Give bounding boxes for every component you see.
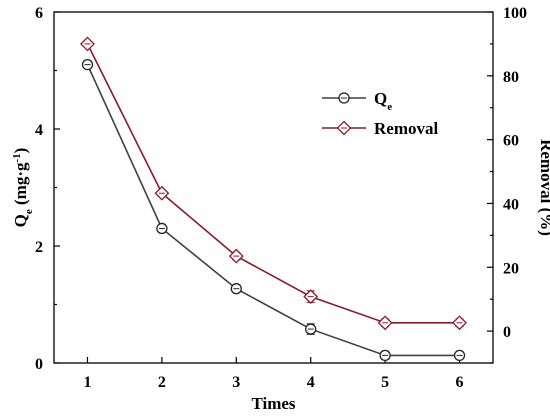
data-point xyxy=(154,185,170,201)
left-y-axis-title: Qe (mg·g-1) xyxy=(11,148,35,228)
left-y-tick-label: 0 xyxy=(35,356,43,373)
x-tick-label: 1 xyxy=(83,374,91,391)
x-tick-label: 3 xyxy=(232,374,240,391)
right-y-tick-label: 100 xyxy=(503,5,527,22)
right-y-tick-label: 20 xyxy=(503,260,519,277)
legend-swatch-marker xyxy=(338,92,350,104)
series-removal xyxy=(80,36,467,331)
data-point xyxy=(81,59,94,71)
data-point xyxy=(80,36,95,52)
data-point xyxy=(379,349,391,362)
legend-label-sub: e xyxy=(387,101,392,113)
x-axis-title: Times xyxy=(251,394,295,413)
series-line xyxy=(86,43,460,324)
legend-label: Removal xyxy=(374,119,438,138)
legend-label: Qe xyxy=(374,89,392,113)
x-tick-label: 2 xyxy=(158,374,166,391)
legend-label-main: Q xyxy=(374,89,387,108)
legend-item-removal: Removal xyxy=(322,119,438,138)
data-point xyxy=(156,222,168,235)
legend: Qe Removal xyxy=(322,89,438,138)
left-y-axis-title-rest: (mg·g xyxy=(11,162,30,209)
legend-swatch-marker xyxy=(336,120,352,136)
right-y-axis-title: Removal (%) xyxy=(537,139,550,236)
x-tick-label: 5 xyxy=(381,374,389,391)
data-point xyxy=(453,349,466,362)
left-y-axis-title-main: Q xyxy=(11,214,30,227)
left-y-axis-title-sup: -1 xyxy=(11,153,23,162)
left-y-tick-label: 2 xyxy=(35,239,43,256)
legend-item-qe: Qe xyxy=(322,89,392,113)
left-y-axis-title-sub: e xyxy=(23,209,35,214)
left-y-axis-title-end: ) xyxy=(11,148,30,154)
right-y-tick-label: 40 xyxy=(503,196,519,213)
series-qe xyxy=(81,59,466,362)
x-tick-label: 6 xyxy=(456,374,464,391)
series-layer xyxy=(80,36,467,362)
right-y-tick-label: 60 xyxy=(503,133,519,150)
data-point xyxy=(305,323,317,335)
legend-label-main: Removal xyxy=(374,119,438,138)
data-point xyxy=(303,289,319,305)
data-point xyxy=(230,283,242,295)
left-y-tick-label: 4 xyxy=(35,122,43,139)
right-y-tick-label: 80 xyxy=(503,69,519,86)
right-y-tick-label: 0 xyxy=(503,324,511,341)
series-line xyxy=(86,64,460,357)
data-point xyxy=(228,248,244,264)
left-y-tick-label: 6 xyxy=(35,5,43,22)
x-tick-label: 4 xyxy=(307,374,315,391)
plot-frame xyxy=(53,11,494,364)
data-point xyxy=(452,315,467,331)
data-point xyxy=(377,315,393,331)
